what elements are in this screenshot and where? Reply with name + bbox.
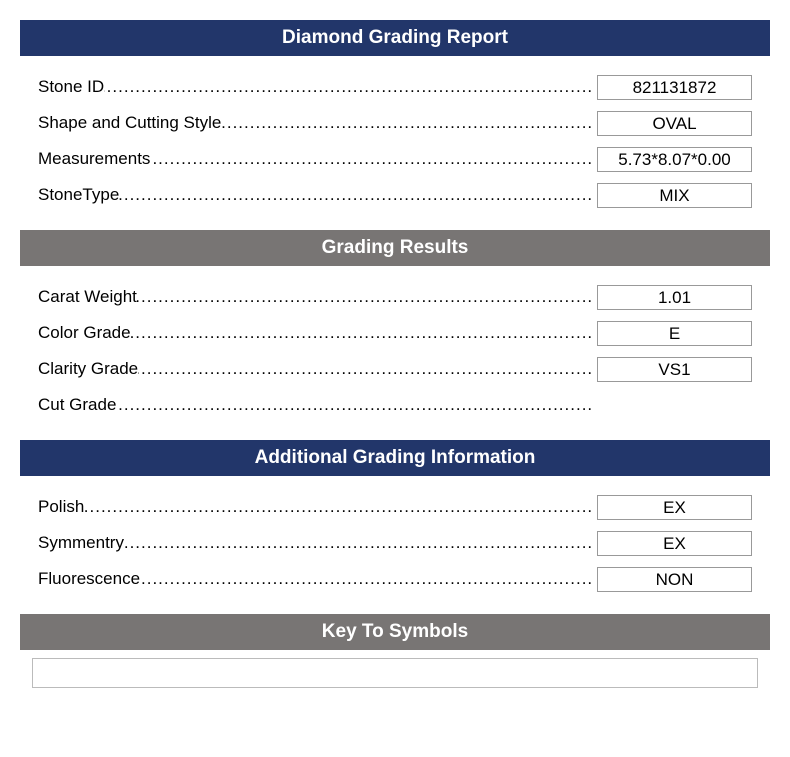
label-stone-type: StoneType bbox=[38, 184, 593, 206]
value-carat-weight: 1.01 bbox=[597, 285, 752, 310]
row-carat-weight: Carat Weight 1.01 bbox=[38, 284, 752, 310]
label-polish: Polish bbox=[38, 496, 593, 518]
row-symmetry: Symmentry EX bbox=[38, 530, 752, 556]
row-measurements: Measurements 5.73*8.07*0.00 bbox=[38, 146, 752, 172]
label-stone-id: Stone ID bbox=[38, 76, 593, 98]
row-shape: Shape and Cutting Style OVAL bbox=[38, 110, 752, 136]
row-color-grade: Color Grade E bbox=[38, 320, 752, 346]
section-header-grading: Grading Results bbox=[20, 230, 770, 266]
section-rows-additional: Polish EX Symmentry EX Fluorescence NON bbox=[20, 494, 770, 592]
value-color-grade: E bbox=[597, 321, 752, 346]
section-header-symbols: Key To Symbols bbox=[20, 614, 770, 650]
value-cut-grade bbox=[597, 393, 752, 418]
section-header-main: Diamond Grading Report bbox=[20, 20, 770, 56]
row-stone-id: Stone ID 821131872 bbox=[38, 74, 752, 100]
section-rows-main: Stone ID 821131872 Shape and Cutting Sty… bbox=[20, 74, 770, 208]
section-header-additional: Additional Grading Information bbox=[20, 440, 770, 476]
symbols-box bbox=[32, 658, 758, 688]
value-polish: EX bbox=[597, 495, 752, 520]
label-clarity-grade: Clarity Grade bbox=[38, 358, 593, 380]
value-shape: OVAL bbox=[597, 111, 752, 136]
value-stone-id: 821131872 bbox=[597, 75, 752, 100]
row-clarity-grade: Clarity Grade VS1 bbox=[38, 356, 752, 382]
row-polish: Polish EX bbox=[38, 494, 752, 520]
label-carat-weight: Carat Weight bbox=[38, 286, 593, 308]
label-symmetry: Symmentry bbox=[38, 532, 593, 554]
label-cut-grade: Cut Grade bbox=[38, 394, 593, 416]
row-fluorescence: Fluorescence NON bbox=[38, 566, 752, 592]
report-container: Diamond Grading Report Stone ID 82113187… bbox=[0, 0, 790, 688]
row-cut-grade: Cut Grade bbox=[38, 392, 752, 418]
value-fluorescence: NON bbox=[597, 567, 752, 592]
value-symmetry: EX bbox=[597, 531, 752, 556]
label-measurements: Measurements bbox=[38, 148, 593, 170]
value-stone-type: MIX bbox=[597, 183, 752, 208]
value-clarity-grade: VS1 bbox=[597, 357, 752, 382]
label-shape: Shape and Cutting Style bbox=[38, 112, 593, 134]
label-fluorescence: Fluorescence bbox=[38, 568, 593, 590]
label-color-grade: Color Grade bbox=[38, 322, 593, 344]
section-rows-grading: Carat Weight 1.01 Color Grade E Clarity … bbox=[20, 284, 770, 418]
row-stone-type: StoneType MIX bbox=[38, 182, 752, 208]
value-measurements: 5.73*8.07*0.00 bbox=[597, 147, 752, 172]
